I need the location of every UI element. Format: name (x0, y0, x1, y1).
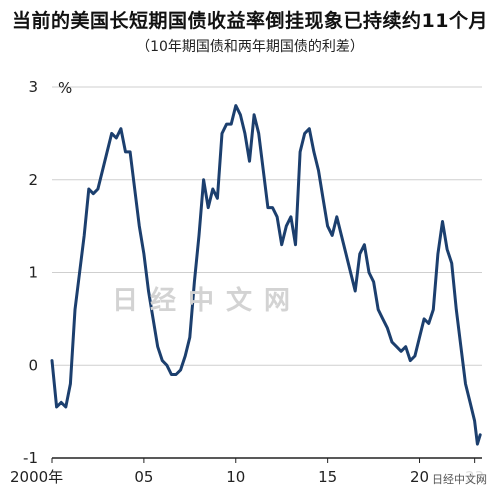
watermark-corner: 日经中文网 (429, 470, 490, 488)
x-tick-label: 2000年 (10, 468, 63, 486)
series-line-spread (50, 104, 482, 446)
y-tick-label: 3 (28, 78, 38, 96)
y-tick-label: 0 (28, 356, 38, 374)
grid-lines (52, 86, 482, 459)
y-tick-label: 1 (28, 264, 38, 282)
watermark-middle: 日经中文网 (112, 286, 303, 316)
y-axis-unit: % (58, 79, 72, 97)
y-tick-label: 2 (28, 171, 38, 189)
y-tick-label: -1 (23, 449, 38, 467)
x-tick-label: 05 (134, 468, 153, 486)
chart-subtitle: （10年期国债和两年期国债的利差） (136, 39, 364, 55)
x-tick-label: 10 (226, 468, 245, 486)
x-tick-label: 20 (410, 468, 429, 486)
x-tick-label: 15 (318, 468, 337, 486)
chart-title: 当前的美国长短期国债收益率倒挂现象已持续约11个月 (12, 10, 488, 32)
y-tick-labels: -1 0 1 2 3 (23, 78, 38, 467)
x-tick-labels: 2000年0510152023 (10, 458, 484, 486)
